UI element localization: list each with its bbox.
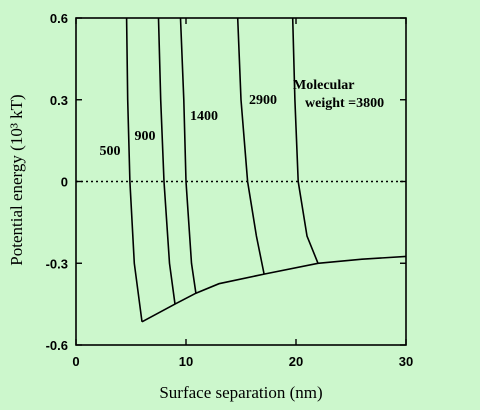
series-line-900 [157, 17, 176, 305]
series-label: 1400 [190, 109, 218, 124]
x-axis-label: Surface separation (nm) [159, 383, 322, 402]
series-line-molecular-weight-3800 [291, 17, 319, 264]
y-tick-label: -0.3 [46, 256, 68, 271]
series-label: Molecular [293, 78, 354, 93]
x-tick-label: 0 [72, 354, 79, 369]
series-line-2900 [236, 17, 265, 275]
x-tick-label: 10 [179, 354, 193, 369]
series-label: weight =3800 [305, 96, 384, 111]
y-axis-label: Potential energy (10³ kT) [7, 94, 26, 265]
plot-area: 0 10 20 30 0.6 0.3 0 -0.3 -0.6 500 900 1400 2900 Mole… [46, 11, 414, 369]
x-tick-label: 30 [399, 354, 413, 369]
y-tick-label: 0.6 [50, 11, 68, 26]
series-label: 500 [100, 144, 121, 159]
y-tick-label: -0.6 [46, 338, 68, 353]
series-line-1400 [179, 17, 197, 294]
y-tick-label: 0 [61, 175, 68, 190]
y-tick-label: 0.3 [50, 93, 68, 108]
x-tick-label: 20 [289, 354, 303, 369]
plot-frame [75, 17, 407, 346]
series-label: 2900 [249, 93, 277, 108]
series-line-500 [125, 17, 143, 322]
series-label: 900 [135, 129, 156, 144]
minimum-envelope-line [141, 255, 407, 323]
